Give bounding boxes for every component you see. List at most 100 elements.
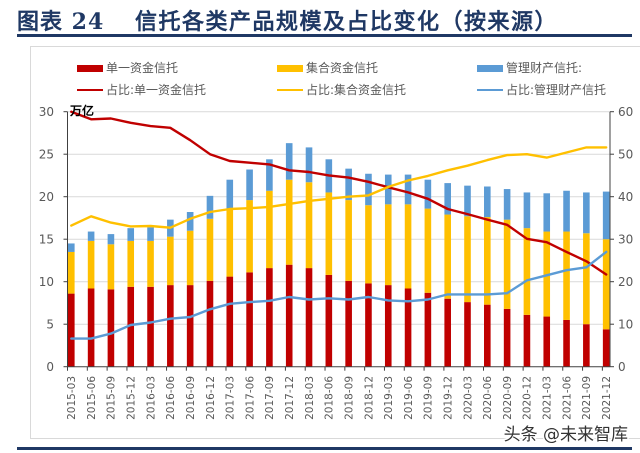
right-axis-tick-label: 50: [618, 148, 633, 162]
x-axis-tick-label: 2015-06: [86, 376, 98, 420]
bar-segment: [563, 190, 570, 232]
x-axis-tick-label: 2019-03: [383, 376, 395, 420]
bar-segment: [325, 192, 333, 275]
left-axis-unit-label: 万亿: [69, 103, 94, 118]
bar-segment: [424, 292, 432, 367]
bar-segment: [602, 329, 610, 367]
bar-segment: [523, 314, 531, 367]
bar-segment: [226, 276, 234, 367]
bottom-rule: [17, 447, 632, 450]
left-axis-tick-label: 15: [39, 233, 54, 247]
bar-segment: [325, 274, 333, 367]
bar-segment: [563, 319, 570, 367]
series-line: [70, 110, 608, 276]
bar-segment: [543, 231, 551, 317]
bar-segment: [87, 288, 95, 367]
bar-segment: [365, 173, 372, 206]
x-axis-tick-label: 2020-03: [462, 376, 474, 420]
legend-line-share-management-trust: [477, 88, 503, 92]
x-axis-tick-label: 2016-09: [185, 376, 197, 420]
right-axis-tick-label: 20: [618, 275, 633, 289]
x-axis-tick-label: 2016-12: [205, 376, 217, 420]
x-axis-tick-label: 2015-12: [126, 376, 138, 420]
bar-segment: [583, 192, 590, 234]
title-underline: [17, 34, 632, 37]
legend-swatch-collective-trust: [277, 64, 303, 72]
bar-segment: [523, 228, 531, 315]
bar-segment: [186, 285, 194, 367]
watermark: 头条 @未来智库: [504, 425, 628, 445]
bar-segment: [543, 193, 551, 232]
x-axis-tick-label: 2018-12: [363, 376, 375, 420]
bar-segment: [147, 227, 154, 241]
axes: [63, 111, 614, 371]
legend-label: 占比:单一资金信托: [106, 83, 207, 97]
x-axis-tick-label: 2019-06: [403, 376, 415, 420]
series-line: [70, 146, 608, 229]
stacked-bars: [68, 143, 610, 367]
bar-segment: [107, 234, 115, 245]
share-lines: [70, 110, 608, 340]
bar-segment: [246, 169, 253, 201]
x-axis-tick-label: 2021-06: [561, 376, 573, 420]
bar-segment: [464, 216, 471, 303]
bar-segment: [384, 285, 392, 367]
x-axis-tick-label: 2017-12: [284, 376, 296, 420]
bar-segment: [404, 204, 412, 289]
bar-segment: [246, 200, 253, 273]
bar-segment: [503, 308, 511, 367]
bar-segment: [167, 285, 174, 367]
bar-segment: [68, 293, 75, 367]
x-axis-tick-label: 2019-12: [442, 376, 454, 420]
x-axis-tick-label: 2019-09: [423, 376, 435, 420]
x-axis-tick-label: 2021-12: [601, 376, 613, 420]
right-axis-tick-label: 0: [618, 360, 626, 374]
bar-segment: [345, 200, 352, 281]
x-axis-tick-label: 2017-03: [225, 376, 237, 420]
bar-segment: [206, 218, 214, 281]
x-axis-tick-label: 2020-12: [522, 376, 534, 420]
legend-label: 单一资金信托: [106, 61, 179, 75]
bar-segment: [266, 190, 273, 269]
left-axis-tick-label: 20: [39, 190, 54, 204]
bar-segment: [87, 240, 95, 289]
bar-segment: [424, 208, 432, 293]
x-axis-tick-label: 2017-09: [264, 376, 276, 420]
bar-segment: [127, 240, 135, 287]
right-axis-tick-label: 60: [618, 105, 633, 119]
bar-segment: [68, 243, 75, 252]
bar-segment: [404, 288, 412, 367]
bar-segment: [266, 268, 273, 367]
left-axis-tick-label: 10: [39, 275, 54, 289]
axis-labels: 0 5 10 15 20 25 30 0 10 20 30 40 50 60 2015-03 2015-06 2…: [39, 105, 634, 420]
bar-segment: [602, 191, 610, 240]
bar-segment: [404, 174, 412, 205]
bar-segment: [206, 280, 214, 367]
legend-item-collective-trust: 集合资金信托: [277, 61, 378, 75]
bar-segment: [523, 192, 531, 229]
legend-item-share-management-trust: 占比:管理财产信托: [477, 83, 606, 97]
bar-segment: [583, 324, 590, 367]
bar-segment: [285, 264, 293, 367]
x-axis-tick-label: 2017-06: [244, 376, 256, 420]
bar-segment: [305, 182, 313, 269]
x-axis-tick-label: 2020-06: [482, 376, 494, 420]
legend-item-management-trust: 管理财产信托:: [477, 61, 582, 75]
bar-segment: [602, 239, 610, 330]
x-axis-tick-label: 2018-06: [324, 376, 336, 420]
bar-segment: [543, 316, 551, 367]
bar-segment: [424, 179, 432, 209]
bar-segment: [226, 208, 234, 277]
figure-title-text: 信托各类产品规模及占比变化（按来源）: [135, 9, 559, 35]
right-axis-tick-label: 30: [618, 233, 633, 247]
x-axis-tick-label: 2015-03: [66, 376, 78, 420]
x-axis-tick-label: 2018-03: [304, 376, 316, 420]
legend-label: 占比:管理财产信托: [506, 83, 607, 97]
bar-segment: [503, 189, 511, 220]
bar-segment: [285, 143, 293, 180]
figure-label: 图表 24: [17, 9, 105, 35]
left-axis-tick-label: 0: [46, 360, 54, 374]
legend-label: 占比:集合资金信托: [306, 83, 407, 97]
bar-segment: [444, 298, 451, 367]
